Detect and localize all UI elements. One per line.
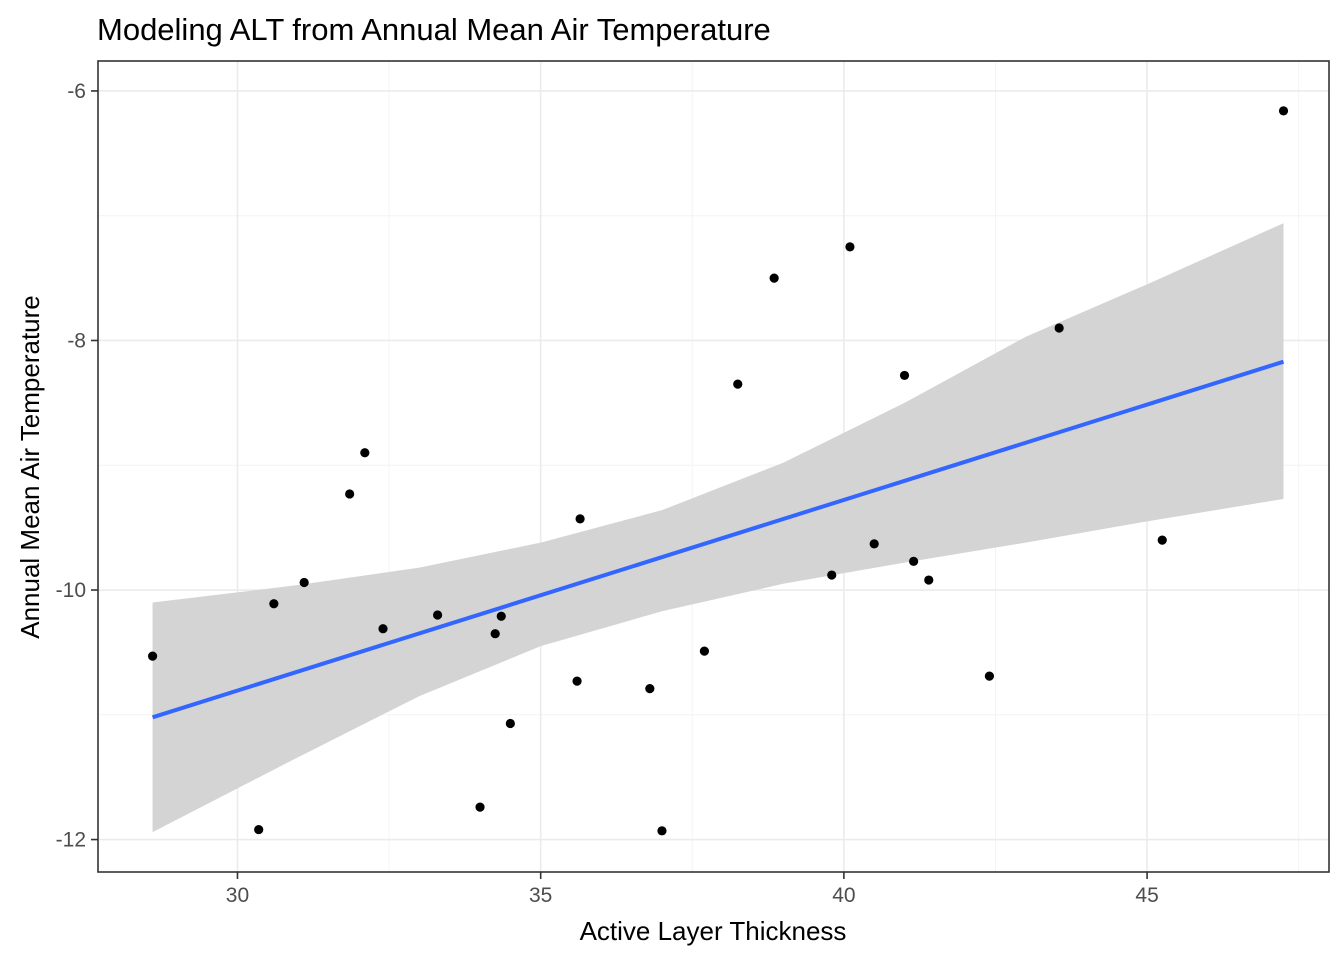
data-point[interactable] [657, 826, 667, 836]
data-point[interactable] [869, 539, 879, 549]
x-tick-label: 35 [529, 884, 552, 907]
data-point[interactable] [572, 676, 582, 686]
data-point[interactable] [984, 671, 995, 681]
data-point[interactable] [699, 646, 710, 656]
x-tick-label: 30 [226, 884, 249, 907]
panel-border [97, 60, 1330, 873]
data-point[interactable] [909, 556, 919, 566]
regression-line [151, 359, 1285, 720]
data-point[interactable] [254, 824, 264, 835]
data-point[interactable] [345, 489, 355, 499]
confidence-ribbon [152, 223, 1284, 833]
data-point[interactable] [490, 629, 500, 639]
data-point[interactable] [378, 624, 388, 634]
chart-title: Modeling ALT from Annual Mean Air Temper… [97, 12, 771, 47]
data-point[interactable] [769, 273, 779, 283]
x-tick-label: 40 [832, 884, 855, 907]
y-tick-label: -10 [56, 579, 86, 602]
data-point[interactable] [575, 514, 585, 524]
data-point[interactable] [1157, 535, 1167, 545]
y-tick-label: -6 [67, 80, 86, 103]
x-tick-label: 45 [1135, 884, 1158, 907]
data-point[interactable] [645, 683, 655, 694]
y-tick-label: -8 [67, 329, 86, 352]
data-point[interactable] [475, 802, 485, 812]
data-point[interactable] [733, 379, 743, 389]
x-axis: 30 35 40 45 [226, 872, 1159, 907]
data-point[interactable] [360, 448, 370, 458]
data-point[interactable] [147, 651, 158, 661]
data-point[interactable] [269, 599, 279, 609]
data-point[interactable] [845, 242, 855, 252]
data-point[interactable] [299, 577, 309, 588]
y-axis-title: Annual Mean Air Temperature [15, 295, 45, 639]
data-point[interactable] [1054, 323, 1064, 333]
data-points [147, 106, 1289, 836]
data-point[interactable] [899, 370, 910, 381]
y-tick-label: -12 [56, 829, 86, 852]
data-point[interactable] [827, 570, 837, 580]
data-point[interactable] [496, 611, 506, 621]
fit-line-layer [151, 359, 1285, 720]
y-axis: -12 -10 -8 -6 [56, 80, 98, 852]
data-point[interactable] [924, 575, 934, 585]
confidence-ribbon-layer [152, 223, 1284, 833]
data-point[interactable] [432, 610, 443, 620]
data-point[interactable] [1278, 106, 1289, 116]
x-axis-title: Active Layer Thickness [580, 916, 847, 946]
data-point[interactable] [505, 718, 515, 729]
